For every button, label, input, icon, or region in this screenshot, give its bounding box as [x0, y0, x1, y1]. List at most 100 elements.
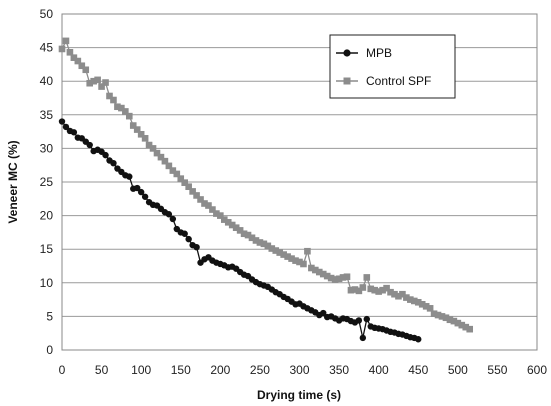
- x-tick-label: 500: [448, 363, 468, 377]
- data-point-control-spf: [446, 316, 454, 324]
- data-point-control-spf: [264, 242, 272, 250]
- data-point-mpb: [141, 193, 149, 200]
- x-tick-label: 550: [487, 363, 507, 377]
- data-point-mpb: [86, 141, 93, 149]
- data-point-control-spf: [98, 83, 105, 90]
- data-point-control-spf: [201, 200, 208, 207]
- data-point-control-spf: [114, 103, 121, 111]
- data-point-control-spf: [395, 292, 402, 300]
- y-tick-label: 10: [40, 276, 54, 290]
- data-point-control-spf: [288, 255, 295, 262]
- data-point-control-spf: [355, 287, 363, 295]
- data-point-mpb: [70, 129, 78, 136]
- legend: MPB Control SPF: [329, 34, 456, 99]
- data-point-control-spf: [149, 145, 157, 152]
- data-point-control-spf: [315, 268, 323, 276]
- data-point-control-spf: [308, 264, 315, 272]
- data-point-control-spf: [129, 122, 137, 129]
- data-point-control-spf: [323, 272, 331, 280]
- data-point-mpb: [126, 173, 133, 180]
- data-point-control-spf: [426, 305, 434, 312]
- y-tick-label: 45: [40, 41, 54, 55]
- data-point-control-spf: [387, 288, 394, 296]
- data-point-control-spf: [418, 301, 426, 308]
- data-point-control-spf: [367, 285, 375, 293]
- series: [58, 37, 474, 343]
- data-point-control-spf: [102, 79, 109, 86]
- data-point-control-spf: [213, 210, 220, 217]
- data-point-control-spf: [137, 130, 145, 138]
- y-tick-label: 30: [40, 141, 54, 155]
- data-point-control-spf: [454, 319, 462, 327]
- gridlines: [62, 13, 537, 317]
- data-point-control-spf: [217, 212, 224, 219]
- data-point-control-spf: [399, 290, 406, 298]
- data-point-control-spf: [82, 66, 90, 74]
- y-tick-label: 50: [40, 7, 54, 21]
- data-point-control-spf: [189, 188, 196, 195]
- data-point-control-spf: [145, 141, 153, 149]
- x-tick-label: 300: [289, 363, 309, 377]
- data-point-control-spf: [260, 240, 268, 248]
- data-point-control-spf: [256, 239, 264, 246]
- data-point-control-spf: [335, 275, 343, 283]
- data-point-control-spf: [244, 231, 252, 239]
- legend-box: [329, 34, 456, 99]
- data-point-mpb: [102, 151, 109, 159]
- data-point-control-spf: [312, 266, 319, 274]
- data-point-control-spf: [276, 249, 284, 256]
- data-point-control-spf: [169, 167, 177, 174]
- data-point-control-spf: [375, 288, 382, 295]
- data-point-control-spf: [181, 179, 189, 186]
- data-point-control-spf: [304, 247, 311, 255]
- data-point-control-spf: [66, 49, 74, 56]
- x-tick-label: 100: [131, 363, 151, 377]
- data-point-control-spf: [462, 323, 470, 331]
- data-point-mpb: [193, 243, 200, 251]
- data-point-mpb: [134, 184, 141, 192]
- data-point-control-spf: [122, 108, 129, 115]
- data-point-control-spf: [327, 274, 335, 282]
- data-point-mpb: [58, 118, 66, 125]
- data-point-control-spf: [106, 92, 113, 100]
- legend-label-control-spf: Control SPF: [366, 74, 431, 88]
- data-point-control-spf: [248, 234, 256, 242]
- y-tick-label: 40: [40, 74, 54, 88]
- data-point-control-spf: [173, 170, 181, 178]
- data-point-mpb: [110, 159, 117, 167]
- data-point-control-spf: [331, 276, 339, 283]
- data-point-control-spf: [347, 286, 355, 294]
- legend-marker-control-spf: [343, 77, 351, 85]
- data-point-control-spf: [125, 112, 133, 120]
- data-point-control-spf: [442, 314, 450, 322]
- data-point-mpb: [320, 309, 327, 317]
- data-point-control-spf: [220, 216, 228, 223]
- data-point-control-spf: [410, 297, 418, 305]
- data-point-control-spf: [232, 224, 240, 231]
- x-tick-label: 150: [171, 363, 191, 377]
- data-point-control-spf: [371, 286, 379, 294]
- data-point-control-spf: [86, 79, 94, 87]
- series-control-spf: [58, 37, 474, 333]
- data-point-mpb: [415, 336, 422, 343]
- data-point-control-spf: [414, 298, 422, 306]
- data-point-control-spf: [58, 45, 66, 53]
- plot-area: [61, 13, 538, 351]
- data-point-control-spf: [74, 57, 82, 65]
- data-point-control-spf: [319, 270, 327, 278]
- data-point-control-spf: [466, 325, 474, 333]
- data-point-control-spf: [407, 296, 414, 303]
- data-point-control-spf: [177, 175, 185, 182]
- x-tick-label: 250: [250, 363, 270, 377]
- data-point-mpb: [359, 334, 367, 342]
- x-tick-label: 600: [527, 363, 547, 377]
- y-tick-label: 20: [40, 209, 54, 223]
- data-point-control-spf: [157, 153, 165, 161]
- y-tick-label: 0: [46, 343, 53, 357]
- data-point-mpb: [169, 215, 177, 223]
- x-tick-label: 450: [408, 363, 428, 377]
- data-point-mpb: [165, 211, 173, 218]
- data-point-control-spf: [193, 192, 200, 199]
